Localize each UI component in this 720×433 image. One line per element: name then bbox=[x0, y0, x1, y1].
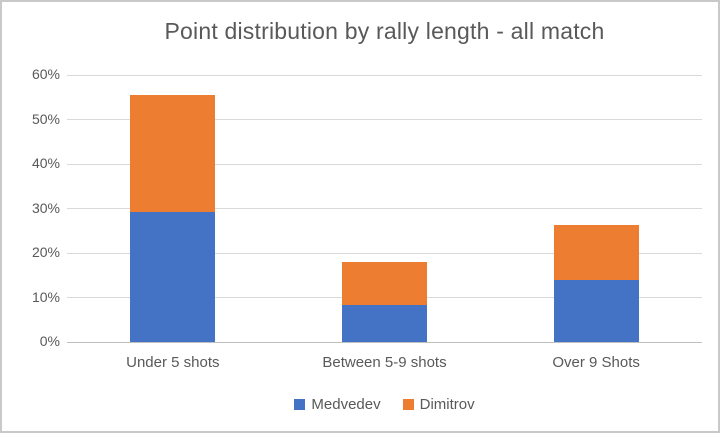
bar-segment-medvedev-2[interactable] bbox=[553, 280, 639, 342]
y-axis-tick-label: 10% bbox=[31, 288, 60, 305]
legend-swatch-icon bbox=[294, 399, 306, 410]
gridline-40 bbox=[67, 163, 702, 165]
gridline-60 bbox=[67, 74, 702, 76]
bar-segment-dimitrov-2[interactable] bbox=[553, 224, 639, 281]
chart-legend: Medvedev Dimitrov bbox=[67, 396, 702, 413]
chart-title: Point distribution by rally length - all… bbox=[164, 18, 605, 44]
y-axis-tick-label: 20% bbox=[31, 244, 60, 260]
gridline-50 bbox=[67, 119, 702, 120]
legend-label: Medvedev bbox=[311, 396, 381, 413]
y-axis-tick-label: 0% bbox=[39, 333, 60, 349]
bar-segment-medvedev-1[interactable] bbox=[342, 305, 427, 342]
y-axis-tick-label: 40% bbox=[31, 155, 60, 171]
bar-segment-dimitrov-0[interactable] bbox=[130, 94, 216, 213]
gridline-30 bbox=[67, 208, 702, 209]
x-axis-category-label: Over 9 Shots bbox=[552, 354, 640, 371]
bar-segment-medvedev-0[interactable] bbox=[130, 212, 216, 342]
legend-swatch-icon bbox=[402, 399, 414, 410]
legend-item-dimitrov[interactable]: Dimitrov bbox=[402, 396, 475, 413]
bar-segment-dimitrov-1[interactable] bbox=[342, 261, 427, 306]
y-axis-tick-label: 50% bbox=[31, 110, 60, 127]
x-axis-category-label: Between 5-9 shots bbox=[322, 354, 447, 371]
gridline-20 bbox=[67, 252, 702, 254]
legend-item-medvedev[interactable]: Medvedev bbox=[294, 396, 381, 413]
y-axis-tick-label: 60% bbox=[31, 66, 60, 82]
y-axis-tick-label: 30% bbox=[31, 199, 60, 216]
legend-label: Dimitrov bbox=[419, 396, 475, 413]
x-axis-category-label: Under 5 shots bbox=[126, 354, 220, 371]
x-axis-line bbox=[67, 341, 702, 343]
